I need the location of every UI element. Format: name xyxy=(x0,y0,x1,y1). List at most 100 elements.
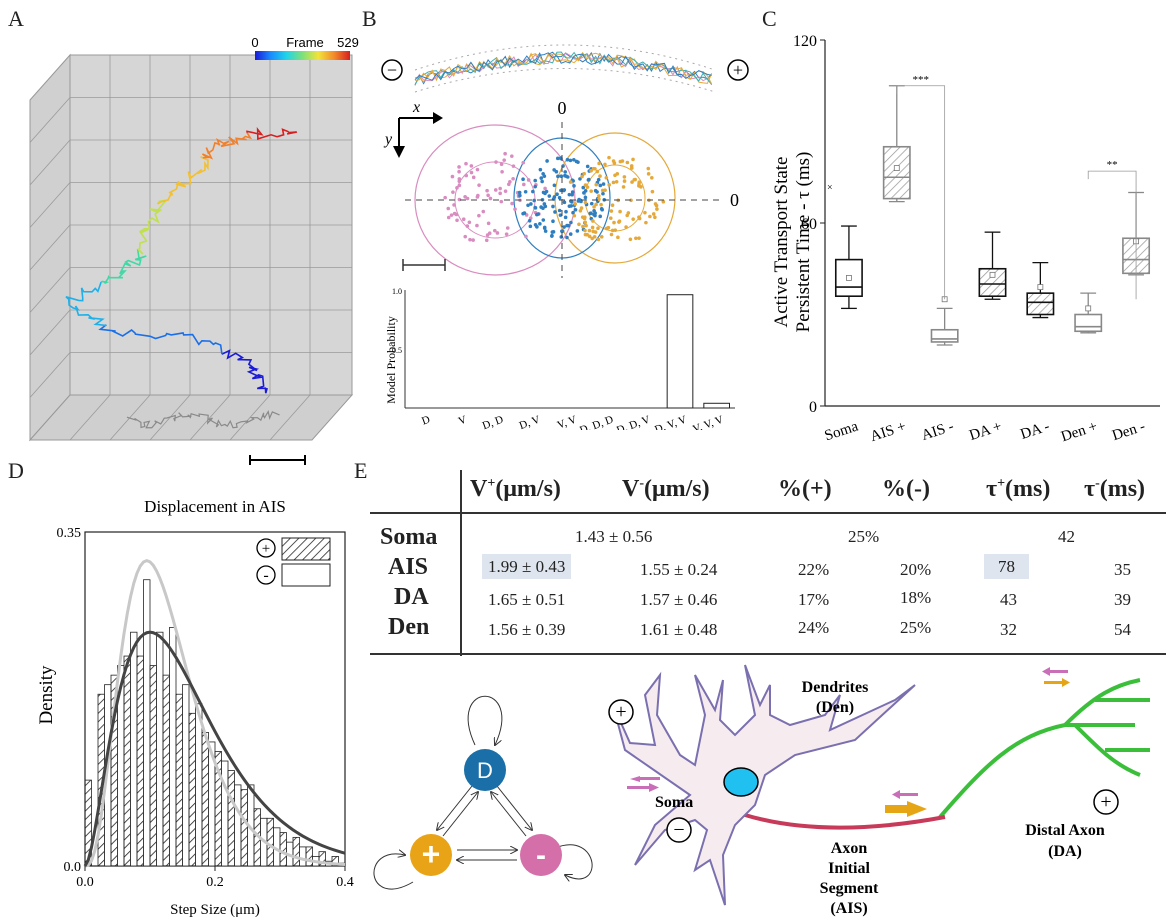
model-ytick: 1.0 xyxy=(392,287,402,296)
grid-line xyxy=(29,352,71,398)
scatter-point xyxy=(599,234,604,239)
scatter-point xyxy=(598,183,603,188)
scatter-point xyxy=(583,228,587,233)
scatter-point xyxy=(566,223,571,228)
model-bar xyxy=(703,402,731,409)
scatter-point xyxy=(477,213,481,218)
panel-label-a: A xyxy=(8,6,24,31)
scatter-point xyxy=(455,218,459,223)
scatter-point xyxy=(589,169,593,173)
histogram-bar-minus xyxy=(130,631,138,867)
grid-line xyxy=(69,394,111,441)
scatter-point xyxy=(591,219,595,223)
significance-bracket xyxy=(896,85,946,300)
distal-plus-sign: + xyxy=(1100,791,1111,813)
scatter-point xyxy=(591,229,595,234)
model-xtick: D, V xyxy=(518,414,542,430)
scatter-point xyxy=(618,209,622,214)
scatter-point xyxy=(604,176,609,180)
histogram-bar-minus xyxy=(234,784,242,867)
scatter-point xyxy=(493,228,497,233)
scatter-point xyxy=(557,195,562,200)
grid-line xyxy=(29,97,71,143)
scatter-point xyxy=(467,220,472,225)
model-xtick: D xyxy=(420,414,432,428)
legend-plus-label: + xyxy=(262,541,270,557)
soma-minus-icon xyxy=(666,817,692,843)
scatter-point xyxy=(484,238,489,243)
mean-marker xyxy=(1037,284,1044,290)
scatter-point xyxy=(540,179,544,184)
histogram-bar-plus xyxy=(318,851,326,867)
scatter-point xyxy=(613,173,617,178)
histogram-bar-plus xyxy=(240,789,248,867)
den-v-minus: 1.61 ± 0.48 xyxy=(640,620,718,639)
scatter-point xyxy=(598,214,602,219)
scatter-point xyxy=(524,234,528,239)
scatter-point xyxy=(535,212,539,217)
box xyxy=(882,145,911,200)
state-minus-label: - xyxy=(536,839,546,872)
panel-c-boxplot: 0 60 120 × Soma AIS + AIS - DA + DA - Den + Den - *… xyxy=(771,33,1160,446)
scatter-point xyxy=(485,233,490,237)
minus-symbol: − xyxy=(387,60,397,80)
histogram-xtick: 0.0 xyxy=(76,875,94,890)
row-label-da: DA xyxy=(394,584,429,610)
scatter-point xyxy=(510,201,514,206)
scatter-point xyxy=(597,161,601,166)
header-tau-plus: τ+(ms) xyxy=(986,476,1051,502)
legend-plus-icon xyxy=(256,538,276,558)
scatter-point xyxy=(626,211,631,215)
histogram-bar-plus xyxy=(331,856,339,867)
scatter-point xyxy=(452,203,456,207)
scatter-point xyxy=(539,176,544,180)
header-tau-minus: τ-(ms) xyxy=(1084,476,1146,502)
scatter-point xyxy=(616,235,620,240)
scatter-point xyxy=(523,189,528,194)
scatter-point xyxy=(581,224,585,229)
histogram-bar-plus xyxy=(162,674,170,867)
scatter-point xyxy=(454,212,459,217)
scatter-point xyxy=(571,210,575,215)
scatter-point xyxy=(503,151,507,156)
scatter-point xyxy=(511,176,515,181)
scatter-point xyxy=(611,159,616,163)
scatter-point xyxy=(565,235,569,240)
plus-symbol: + xyxy=(733,60,743,80)
scatter-point xyxy=(608,216,613,220)
panel-label-b: B xyxy=(362,6,377,31)
model-xtick: D, D, V xyxy=(615,414,652,430)
model-ytick: 0.5 xyxy=(392,346,402,355)
scatter-point xyxy=(469,170,474,175)
scatter-point xyxy=(600,188,605,193)
scatter-point xyxy=(596,237,601,242)
scatter-point xyxy=(475,167,480,172)
trajectory-segment xyxy=(157,156,209,205)
scatter-point xyxy=(593,213,597,218)
scatter-point xyxy=(573,202,578,206)
scatter-point xyxy=(572,184,576,188)
boxplot-ytick: 0 xyxy=(809,399,817,416)
scatter-point xyxy=(499,199,504,204)
model-xtick: D, D xyxy=(481,414,505,430)
scatter-point xyxy=(572,157,576,162)
scatter-point xyxy=(543,186,547,191)
scatter-point xyxy=(607,155,611,160)
da-v-plus: 1.65 ± 0.51 xyxy=(488,590,566,609)
axon-label-4: (AIS) xyxy=(830,900,867,917)
state-d-label: D xyxy=(477,758,493,783)
scatter-point xyxy=(559,235,564,239)
grid-line xyxy=(189,394,231,441)
ais-pct-minus: 20% xyxy=(900,560,932,579)
scatter-point xyxy=(573,207,578,212)
scatter-point xyxy=(552,183,557,188)
scatter-point xyxy=(560,229,564,233)
boxplot-xtick: Den + xyxy=(1059,419,1099,446)
scatter-point xyxy=(630,180,634,184)
da-v-minus: 1.57 ± 0.46 xyxy=(640,590,718,609)
state-transition-diagram: D + - xyxy=(373,695,593,890)
scatter-point xyxy=(562,225,566,229)
model-xtick: V, V xyxy=(556,414,579,430)
scatter-point xyxy=(601,182,606,186)
scatter-point xyxy=(646,166,651,171)
